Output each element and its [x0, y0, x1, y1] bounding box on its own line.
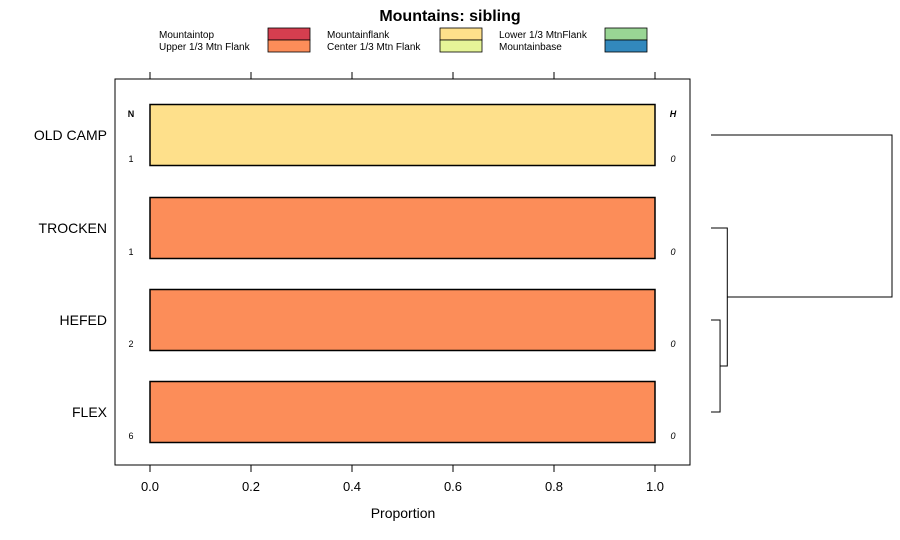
n-value: 1 — [128, 154, 133, 164]
bar-segment — [149, 380, 656, 444]
legend-label: Mountaintop — [159, 30, 214, 41]
n-value: 2 — [128, 339, 133, 349]
x-tick-label: 0.6 — [444, 479, 462, 494]
annotations-group: N H 1 0 1 0 2 0 6 0 — [128, 109, 677, 441]
h-value: 0 — [670, 247, 675, 257]
category-label: HEFED — [60, 312, 107, 328]
legend-label: Center 1/3 Mtn Flank — [327, 42, 421, 53]
legend-swatch — [439, 27, 483, 41]
x-axis-label: Proportion — [371, 505, 436, 521]
bar-segment — [149, 103, 656, 167]
bar-segment — [149, 196, 656, 260]
h-value: 0 — [670, 154, 675, 164]
n-header: N — [128, 109, 135, 119]
category-label: TROCKEN — [39, 220, 107, 236]
bars-group: OLD CAMP TROCKEN HEFED FLEX — [34, 103, 656, 444]
legend-swatch — [604, 39, 648, 53]
dendrogram-branch — [711, 227, 728, 367]
legend-swatch — [267, 27, 311, 41]
h-value: 0 — [670, 431, 675, 441]
category-label: FLEX — [72, 404, 108, 420]
dendrogram-branch — [711, 319, 721, 413]
legend-swatch — [439, 39, 483, 53]
bar-segment — [149, 288, 656, 352]
x-tick-label: 0.0 — [141, 479, 159, 494]
x-tick-label: 0.4 — [343, 479, 361, 494]
legend-swatch — [267, 39, 311, 53]
x-tick-label: 1.0 — [646, 479, 664, 494]
axes-group: 0.0 0.2 0.4 0.6 0.8 1.0 — [141, 72, 664, 494]
dendrogram — [711, 134, 893, 413]
plot-panel — [114, 78, 691, 466]
chart-title: Mountains: sibling — [379, 8, 520, 25]
x-tick-label: 0.2 — [242, 479, 260, 494]
category-label: OLD CAMP — [34, 127, 107, 143]
legend-label: Lower 1/3 MtnFlank — [499, 30, 588, 41]
h-header: H — [670, 109, 677, 119]
legend-label: Mountainbase — [499, 42, 562, 53]
n-value: 1 — [128, 247, 133, 257]
x-tick-label: 0.8 — [545, 479, 563, 494]
legend-label: Mountainflank — [327, 30, 390, 41]
n-value: 6 — [128, 431, 133, 441]
legend-swatch — [604, 27, 648, 41]
legend-label: Upper 1/3 Mtn Flank — [159, 42, 251, 53]
dendrogram-branch — [711, 134, 893, 298]
h-value: 0 — [670, 339, 675, 349]
